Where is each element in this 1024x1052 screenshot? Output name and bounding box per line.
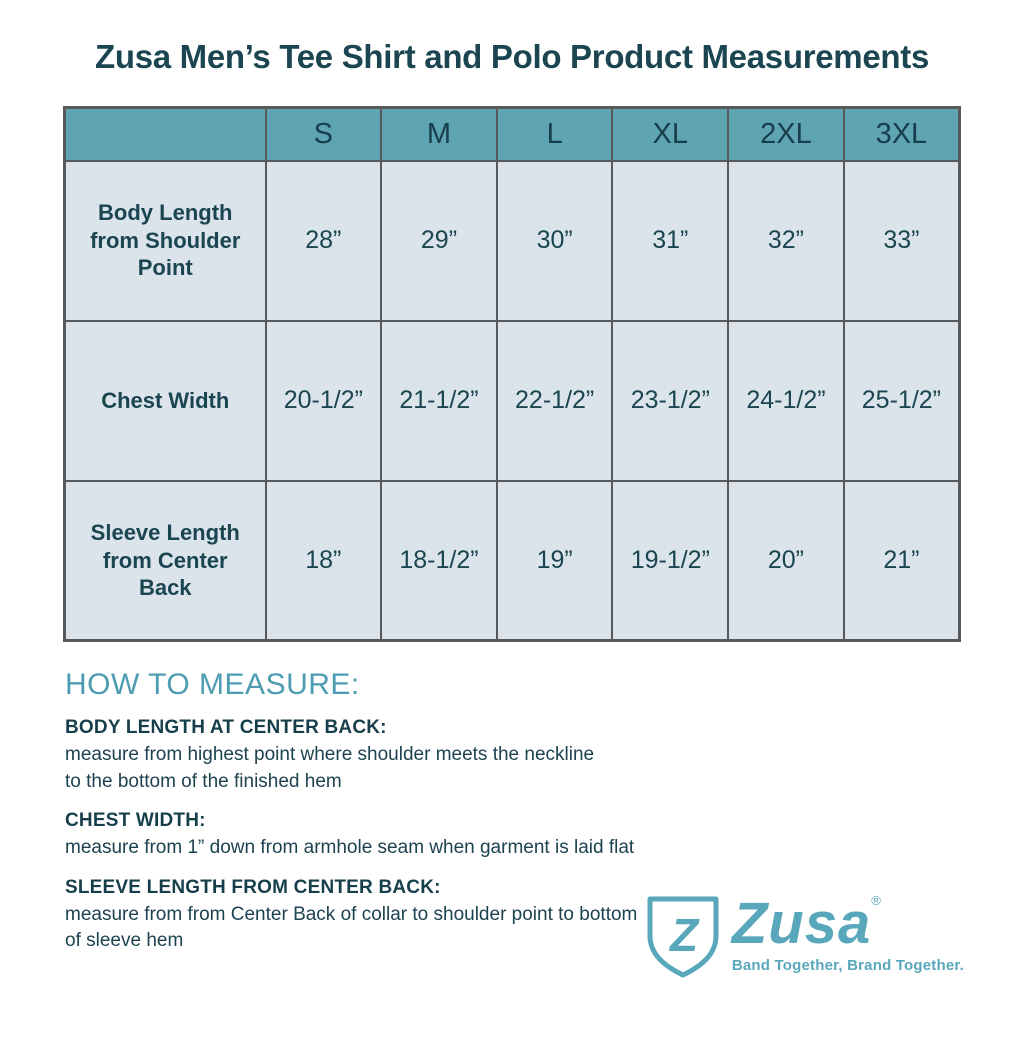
cell-sleeve-length-2xl: 20” xyxy=(727,479,845,642)
cell-sleeve-length-l: 19” xyxy=(495,479,614,642)
size-column-header-xl: XL xyxy=(611,106,730,162)
cell-body-length-2xl: 32” xyxy=(727,159,845,322)
size-column-header-m: M xyxy=(380,106,498,162)
corner-cell xyxy=(63,106,267,162)
measure-description: measure from from Center Back of collar … xyxy=(65,903,638,952)
size-column-header-2xl: 2XL xyxy=(727,106,845,162)
cell-sleeve-length-3xl: 21” xyxy=(842,479,961,642)
measure-item-chest-width: CHEST WIDTH: measure from 1” down from a… xyxy=(65,810,705,862)
size-column-header-s: S xyxy=(264,106,383,162)
cell-body-length-m: 29” xyxy=(380,159,498,322)
cell-chest-width-3xl: 25-1/2” xyxy=(842,319,961,482)
zusa-logo: Z Zusa® Band Together, Brand Together. xyxy=(643,894,964,980)
cell-chest-width-s: 20-1/2” xyxy=(264,319,383,482)
cell-chest-width-m: 21-1/2” xyxy=(380,319,498,482)
page-title: Zusa Men’s Tee Shirt and Polo Product Me… xyxy=(94,38,929,75)
measure-description: measure from highest point where shoulde… xyxy=(65,744,595,792)
measure-term: BODY LENGTH AT CENTER BACK: xyxy=(65,717,387,738)
measure-term: SLEEVE LENGTH FROM CENTER BACK: xyxy=(65,876,441,898)
measure-item-sleeve-length: SLEEVE LENGTH FROM CENTER BACK: measure … xyxy=(65,877,705,955)
cell-sleeve-length-m: 18-1/2” xyxy=(380,479,498,642)
shield-letter: Z xyxy=(668,909,700,961)
measure-item-body-length: BODY LENGTH AT CENTER BACK: measure from… xyxy=(65,717,705,795)
cell-sleeve-length-s: 18” xyxy=(264,479,383,642)
table-header-row: S M L XL 2XL 3XL xyxy=(63,106,961,162)
row-label-chest-width: Chest Width xyxy=(63,319,267,482)
table-row-chest-width: Chest Width 20-1/2” 21-1/2” 22-1/2” 23-1… xyxy=(63,319,961,482)
cell-sleeve-length-xl: 19-1/2” xyxy=(611,479,730,642)
size-column-header-l: L xyxy=(495,106,614,162)
row-label-sleeve-length: Sleeve Length from Center Back xyxy=(63,479,267,642)
size-column-header-3xl: 3XL xyxy=(842,106,961,162)
cell-body-length-s: 28” xyxy=(264,159,383,322)
wordmark-text: Zusa xyxy=(731,891,872,956)
logo-tagline: Band Together, Brand Together. xyxy=(731,957,964,974)
row-label-body-length: Body Length from Shoulder Point xyxy=(63,159,267,322)
size-measurements-table: S M L XL 2XL 3XL Body Length from Should… xyxy=(63,106,961,642)
cell-chest-width-xl: 23-1/2” xyxy=(611,319,730,482)
how-to-measure-heading: HOW TO MEASURE: xyxy=(65,668,360,701)
cell-body-length-l: 30” xyxy=(495,159,614,322)
how-to-measure-section: HOW TO MEASURE: BODY LENGTH AT CENTER BA… xyxy=(65,668,1024,955)
cell-chest-width-l: 22-1/2” xyxy=(495,319,614,482)
cell-body-length-xl: 31” xyxy=(611,159,730,322)
registered-trademark-icon: ® xyxy=(871,893,881,908)
table-row-body-length: Body Length from Shoulder Point 28” 29” … xyxy=(63,159,961,322)
cell-chest-width-2xl: 24-1/2” xyxy=(727,319,845,482)
measure-term: CHEST WIDTH: xyxy=(65,810,206,832)
table-row-sleeve-length: Sleeve Length from Center Back 18” 18-1/… xyxy=(63,479,961,642)
measure-description: measure from 1” down from armhole seam w… xyxy=(65,837,635,859)
zusa-wordmark: Zusa® xyxy=(732,894,964,953)
cell-body-length-3xl: 33” xyxy=(842,159,961,322)
zusa-shield-icon: Z xyxy=(647,896,719,978)
logo-text: Zusa® Band Together, Brand Together. xyxy=(732,894,964,974)
